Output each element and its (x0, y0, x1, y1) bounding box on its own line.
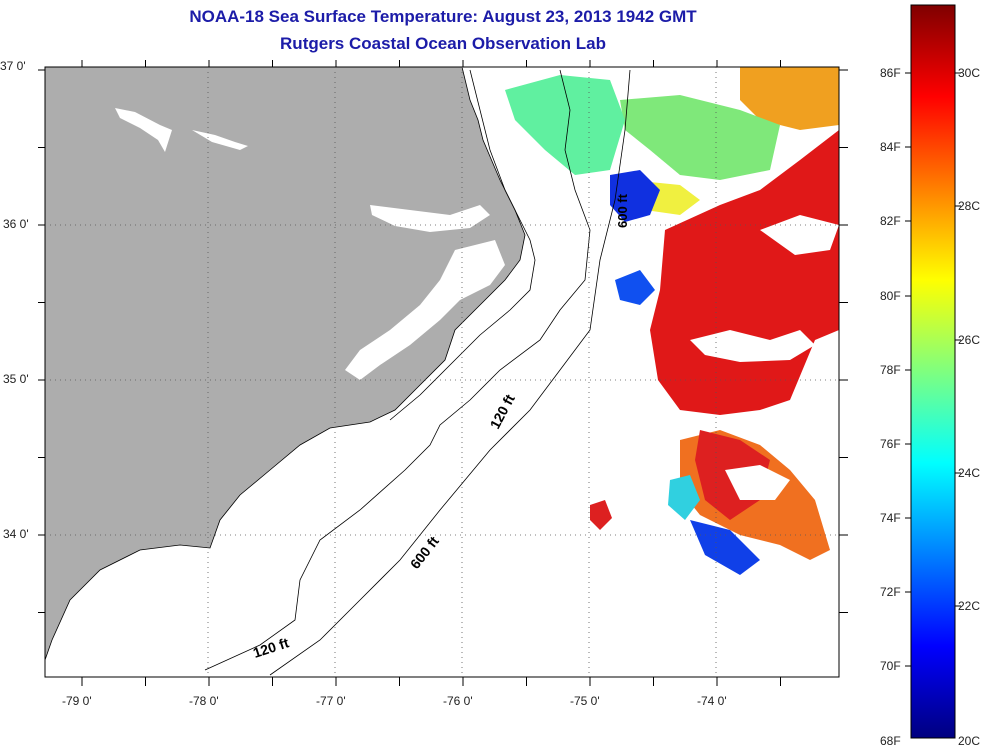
cloud-gap-1 (690, 330, 815, 362)
lon-label-77: -77 0' (316, 694, 346, 708)
pamlico-sound (345, 240, 505, 380)
colorbar-f-label: 74F (880, 511, 901, 525)
colorbar-f-label: 68F (880, 734, 901, 748)
colorbar-f-label: 76F (880, 437, 901, 451)
depth-label-600-ft-north: 600 ft (615, 193, 630, 228)
lon-label-76: -76 0' (443, 694, 473, 708)
isobath-120ft (204, 69, 591, 671)
lon-label-78: -78 0' (189, 694, 219, 708)
cloud-gap-3 (725, 465, 790, 500)
colorbar-c-label: 24C (958, 466, 981, 480)
colorbar-c-label: 28C (958, 199, 981, 213)
sst-cyan-fringe (668, 475, 700, 520)
map-frame (44, 66, 840, 678)
river-inland (115, 108, 172, 152)
graticule (45, 67, 839, 677)
lat-label-34: 34 0' (3, 527, 29, 541)
lon-label-74: -74 0' (697, 694, 727, 708)
outer-banks-line (389, 69, 536, 421)
colorbar-c-label: 22C (958, 599, 981, 613)
lat-label-37: 37 0' (0, 59, 26, 73)
sst-blue-patch (610, 170, 660, 222)
axis-ticks (38, 60, 848, 686)
colorbar-f-label: 80F (880, 289, 901, 303)
sst-blue-patch-2 (615, 270, 655, 305)
colorbar-f-label: 84F (880, 140, 901, 154)
lon-label-79: -79 0' (62, 694, 92, 708)
colorbar-c-label: 26C (958, 333, 981, 347)
cloud-gap-2 (760, 215, 839, 255)
colorbar-f-label: 72F (880, 585, 901, 599)
colorbar-c-label: 30C (958, 66, 981, 80)
colorbar-f-label: 86F (880, 66, 901, 80)
sst-green-band (620, 95, 780, 180)
colorbar-f-label: 70F (880, 659, 901, 673)
colorbar-gradient (910, 4, 956, 739)
lon-label-75: -75 0' (570, 694, 600, 708)
map-title: NOAA-18 Sea Surface Temperature: August … (189, 7, 697, 26)
sst-north-band (740, 67, 839, 130)
sst-blue-patch-3 (690, 520, 760, 575)
sst-red-spot (590, 500, 612, 530)
colorbar-c-label: 20C (958, 734, 981, 748)
sst-green-band-west (505, 75, 625, 175)
river-inland-2 (192, 130, 248, 150)
map-subtitle: Rutgers Coastal Ocean Observation Lab (280, 34, 606, 53)
isobath-600ft (269, 69, 631, 676)
colorbar-f-label: 82F (880, 214, 901, 228)
colorbar-f-label: 78F (880, 363, 901, 377)
lat-label-36: 36 0' (3, 217, 29, 231)
lat-label-35: 35 0' (3, 372, 29, 386)
